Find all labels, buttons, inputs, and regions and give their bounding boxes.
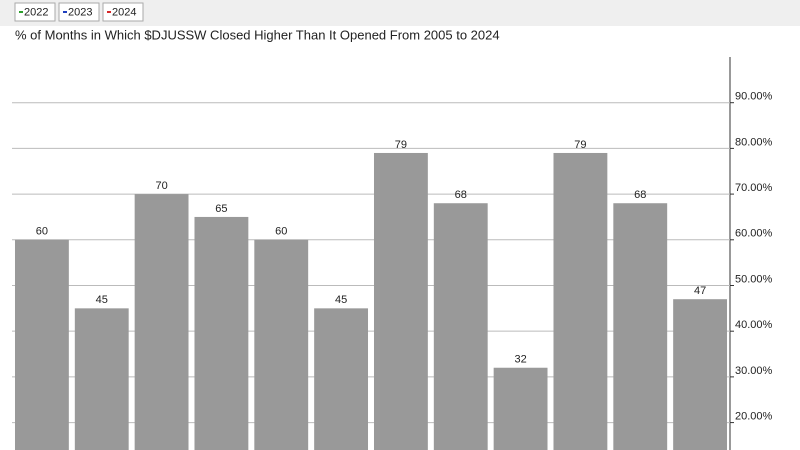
y-tick-label: 20.00% bbox=[735, 410, 773, 422]
data-label: 47 bbox=[694, 285, 706, 297]
bar bbox=[613, 203, 668, 450]
legend-label: 2022 bbox=[24, 6, 48, 18]
y-tick-label: 70.00% bbox=[735, 182, 773, 194]
bar bbox=[673, 299, 728, 450]
data-label: 45 bbox=[335, 294, 347, 306]
y-tick-label: 40.00% bbox=[735, 319, 773, 331]
bar bbox=[373, 152, 428, 450]
data-label: 68 bbox=[455, 189, 467, 201]
data-label: 45 bbox=[96, 294, 108, 306]
data-label: 68 bbox=[634, 189, 646, 201]
data-label: 79 bbox=[574, 139, 586, 151]
legend-button[interactable] bbox=[58, 2, 100, 22]
data-label: 32 bbox=[514, 354, 526, 366]
chart-title: % of Months in Which $DJUSSW Closed High… bbox=[15, 27, 500, 42]
y-tick-label: 90.00% bbox=[735, 91, 773, 103]
y-tick-label: 30.00% bbox=[735, 365, 773, 377]
legend-label: 2023 bbox=[68, 6, 92, 18]
bar bbox=[553, 152, 608, 450]
y-tick-label: 60.00% bbox=[735, 228, 773, 240]
data-label: 60 bbox=[275, 226, 287, 238]
bar bbox=[14, 239, 69, 450]
bar bbox=[74, 308, 129, 450]
legend-label: 2024 bbox=[112, 6, 136, 18]
bar bbox=[134, 194, 189, 450]
y-tick-label: 50.00% bbox=[735, 273, 773, 285]
y-tick-label: 80.00% bbox=[735, 136, 773, 148]
bar bbox=[254, 239, 309, 450]
legend-button[interactable] bbox=[14, 2, 56, 22]
data-label: 70 bbox=[155, 180, 167, 192]
data-label: 79 bbox=[395, 139, 407, 151]
bar bbox=[433, 203, 488, 450]
data-label: 65 bbox=[215, 203, 227, 215]
legend-button[interactable] bbox=[102, 2, 144, 22]
data-label: 60 bbox=[36, 226, 48, 238]
bar bbox=[194, 216, 249, 450]
bar bbox=[493, 367, 548, 450]
bar bbox=[314, 308, 369, 450]
